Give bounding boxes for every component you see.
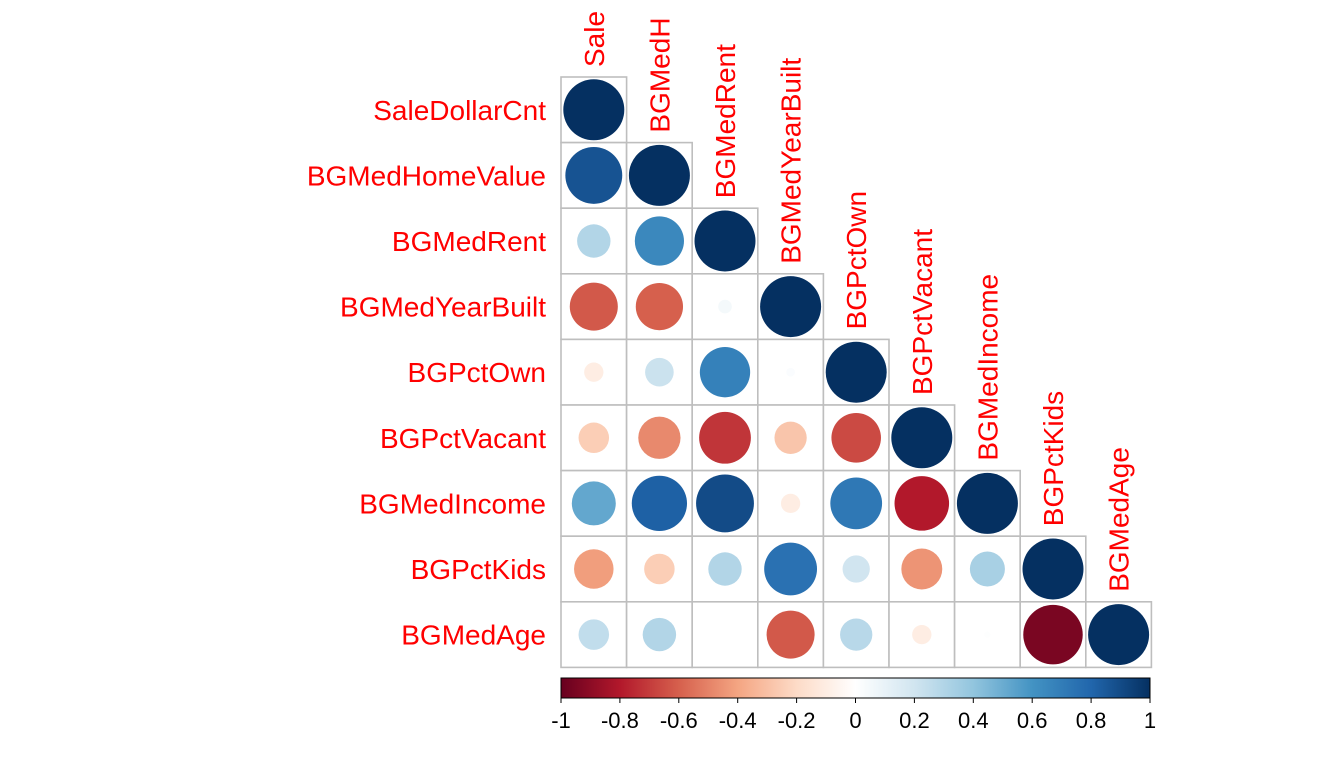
row-label: BGPctKids (411, 554, 546, 585)
correlation-circle (634, 216, 684, 266)
column-label: BGMedIncome (972, 274, 1003, 461)
correlation-circle (635, 282, 684, 331)
correlation-circle (571, 481, 616, 526)
correlation-circle (842, 555, 870, 583)
colorbar (560, 677, 1151, 699)
row-label: BGPctOwn (408, 357, 546, 388)
colorbar-tick-label: 0 (849, 708, 861, 733)
correlation-circle (912, 624, 932, 645)
row-label: BGMedIncome (359, 488, 546, 519)
correlation-circle (578, 619, 610, 650)
colorbar-tick-label: -0.2 (778, 708, 816, 733)
colorbar-tick-label: 0.6 (1017, 708, 1048, 733)
column-label: BGMedRent (710, 44, 741, 198)
correlation-circle (638, 416, 681, 459)
correlation-circle (830, 477, 883, 530)
correlation-circle (578, 422, 610, 454)
correlation-circle (764, 542, 818, 596)
correlation-circle (574, 549, 614, 589)
column-label: BGMedAge (1104, 447, 1135, 592)
colorbar-tick-label: -0.6 (660, 708, 698, 733)
correlation-circle (825, 341, 887, 403)
correlation-circle (901, 548, 943, 590)
colorbar-tick-label: -0.4 (719, 708, 757, 733)
colorbar-tick-label: 0.2 (899, 708, 930, 733)
cells (560, 76, 1153, 669)
correlation-circle (563, 79, 625, 141)
correlation-circle (766, 610, 815, 659)
row-label: BGPctVacant (380, 423, 546, 454)
correlation-circle (1022, 538, 1084, 600)
colorbar-tick-label: -1 (551, 708, 571, 733)
correlation-circle (831, 413, 881, 463)
row-labels: SaleDollarCnt BGMedHomeValue BGMedRent BGMe… (307, 95, 546, 651)
correlation-circle (644, 553, 675, 585)
correlation-circle (584, 362, 604, 382)
correlation-circle (891, 407, 953, 469)
correlation-circle (894, 476, 950, 531)
correlation-circle (780, 493, 801, 514)
colorbar-tick-label: -0.8 (601, 708, 639, 733)
correlation-circle (694, 210, 756, 272)
correlation-circle (956, 472, 1018, 534)
column-label: BGPctVacant (907, 229, 938, 395)
correlation-circle (984, 631, 991, 638)
colorbar-ticks: -1 -0.8 -0.6 -0.4 -0.2 0 0.2 0.4 0.6 0.8 1 (551, 698, 1156, 733)
correlation-circle (718, 299, 732, 314)
correlation-circle (1023, 604, 1083, 665)
correlation-circle (774, 421, 807, 454)
colorbar-tick-label: 0.4 (958, 708, 989, 733)
correlation-circle (699, 347, 751, 398)
cell (691, 600, 759, 669)
correlation-circle (569, 282, 618, 331)
correlation-circle (760, 276, 822, 338)
correlation-circle (642, 617, 677, 652)
correlation-circle (786, 367, 795, 377)
row-label: SaleDollarCnt (373, 95, 546, 126)
column-label: BGMedH (644, 17, 675, 132)
row-label: BGMedYearBuilt (340, 292, 546, 323)
column-label: BGPctKids (1038, 391, 1069, 526)
correlation-circle (628, 144, 690, 206)
correlation-circle (696, 474, 754, 533)
column-label: Sale (579, 11, 610, 67)
correlation-circle (699, 411, 751, 464)
cell (756, 338, 825, 406)
column-label: BGPctOwn (841, 191, 872, 329)
row-label: BGMedHomeValue (307, 160, 546, 191)
column-labels: Sale BGMedH BGMedRent BGMedYearBuilt BGPctOw… (579, 11, 1135, 592)
column-label: BGMedYearBuilt (776, 58, 807, 264)
colorbar-tick-label: 0.8 (1076, 708, 1107, 733)
colorbar-gradient (560, 677, 1151, 699)
correlation-circle (969, 551, 1005, 587)
correlation-circle (840, 618, 873, 651)
correlation-circle (645, 357, 674, 387)
correlation-circle (1088, 604, 1150, 666)
correlation-circle (577, 224, 611, 258)
correlation-circle (708, 552, 742, 586)
row-label: BGMedRent (392, 226, 546, 257)
row-label: BGMedAge (401, 620, 546, 651)
correlation-circle (565, 146, 623, 204)
cell (888, 600, 956, 669)
correlation-circle (631, 475, 688, 532)
colorbar-tick-label: 1 (1144, 708, 1156, 733)
